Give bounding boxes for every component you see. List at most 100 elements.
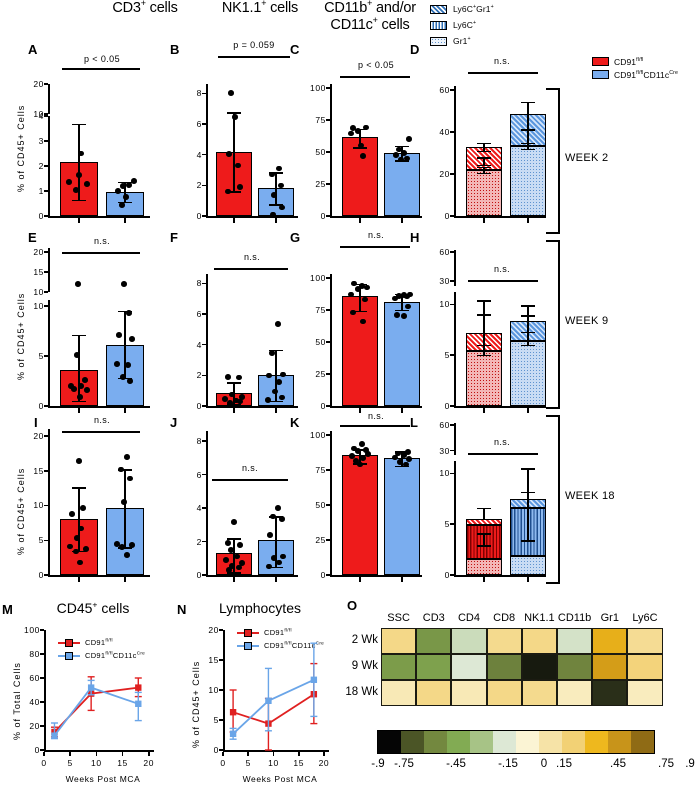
y-tick-label: 0 <box>196 401 202 411</box>
y-tick <box>44 165 48 167</box>
error-bar-segment <box>527 491 529 541</box>
line-legend-marker-1 <box>58 651 80 661</box>
error-bar-segment <box>483 533 485 546</box>
y-tick-label: 2 <box>38 161 44 171</box>
heatmap-col-label-1: CD3 <box>422 612 445 624</box>
data-point <box>126 310 132 316</box>
data-point <box>404 155 410 162</box>
panel-M: M CD45+ cells 0 20 40 60 80 100 0 5 10 15 20 Weeks Po… <box>0 600 180 807</box>
y-tick-label: 0 <box>38 401 44 411</box>
y-tick <box>326 277 330 279</box>
data-point <box>236 374 242 381</box>
column-title-nk11: NK1.1+ cells <box>185 0 335 16</box>
y-tick-label: 4 <box>196 503 202 514</box>
data-point <box>78 150 84 157</box>
x-tick <box>275 218 277 223</box>
error-cap-bottom <box>118 201 132 203</box>
data-point <box>229 562 235 569</box>
y-tick-label: 2 <box>196 370 202 381</box>
x-tick <box>483 577 485 582</box>
data-point <box>359 441 365 448</box>
colorbar-swatch-10 <box>608 731 631 753</box>
significance-line <box>340 246 410 248</box>
y-tick <box>44 539 48 542</box>
colorbar-swatch-3 <box>447 731 470 753</box>
significance-label-H: n.s. <box>493 264 511 274</box>
pattern-legend: Ly6C+Gr1+ Ly6C+ Gr1+ <box>430 1 494 49</box>
error-cap-s1-bot <box>477 173 491 175</box>
week-label-9: WEEK 9 <box>565 315 609 327</box>
data-point <box>121 281 127 287</box>
y-tick-label: 75 <box>315 114 326 125</box>
column-title-nk11-text: NK1.1+ cells <box>221 0 299 16</box>
error-bar-total <box>483 507 485 519</box>
significance-label-L: n.s. <box>493 437 511 447</box>
y-axis-line <box>223 630 225 750</box>
error-cap-bottom <box>395 465 409 468</box>
data-point <box>236 564 242 571</box>
error-cap-bottom <box>227 191 241 193</box>
heatmap-row-label-0: 2 Wk <box>351 634 378 646</box>
data-point <box>349 453 355 459</box>
y-tick-label-upper: 30 <box>439 445 450 456</box>
error-cap-seg-bottom <box>477 164 491 167</box>
group-legend-label-0: CD91fl/fl <box>614 56 644 67</box>
y-tick-label: 4 <box>196 149 202 160</box>
y-tick-label: 0 <box>38 211 44 221</box>
legend-swatch-knockout <box>592 70 609 79</box>
significance-line <box>218 56 290 58</box>
y-tick <box>44 190 48 192</box>
data-point <box>84 387 90 393</box>
line-legend-item-0: CD91fl/fl <box>237 626 324 639</box>
data-point <box>360 152 366 159</box>
data-point <box>237 542 243 548</box>
error-cap-top <box>72 124 86 126</box>
y-tick <box>450 354 454 356</box>
data-point <box>126 181 132 188</box>
y-tick-label: 0 <box>38 570 44 580</box>
x-tick-label: 0 <box>220 758 226 768</box>
data-point <box>397 458 403 465</box>
panel-G: G 0 25 50 75 100 n.s. <box>290 230 422 420</box>
week-bracket-18 <box>546 415 560 584</box>
data-point <box>119 201 125 208</box>
heatmap-col-label-7: Ly6C <box>632 612 658 624</box>
heatmap-col-label-3: CD8 <box>493 612 516 624</box>
data-point <box>270 513 276 520</box>
data-point <box>360 318 366 325</box>
week-bracket-9 <box>546 240 560 409</box>
y-tick-label: 10 <box>33 500 44 511</box>
x-tick <box>297 752 300 756</box>
y-tick-label-upper: 60 <box>439 419 450 430</box>
panel-A: A 0 1 2 3 4 10 20 % of CD45+ Cells p < 0.05 <box>0 40 170 230</box>
x-tick-label: 0 <box>41 758 47 768</box>
x-tick-label: 10 <box>268 758 279 768</box>
line-legend-item-1: CD91fl/flCD11cCre <box>58 649 145 662</box>
significance-line <box>468 280 538 282</box>
x-tick <box>233 408 235 413</box>
panel-label-H: H <box>410 230 420 245</box>
column-title-cd3: CD3+ cells <box>70 0 220 16</box>
y-tick-upper <box>44 251 48 253</box>
y-tick-label: 0 <box>320 570 326 580</box>
x-tick <box>78 218 80 223</box>
heatmap-col-label-0: SSC <box>387 612 410 624</box>
x-tick <box>124 218 126 223</box>
heatmap-cell-0-5 <box>557 628 593 654</box>
error-cap-bottom <box>477 519 491 521</box>
y-tick-label: 75 <box>315 304 326 315</box>
error-cap-seg-bottom <box>477 545 491 547</box>
error-cap-top <box>72 335 86 337</box>
x-tick-label: 5 <box>245 758 251 768</box>
data-point <box>392 295 398 302</box>
error-cap-bottom <box>353 147 367 149</box>
y-tick <box>202 282 206 284</box>
data-point <box>275 505 281 511</box>
x-axis-line <box>454 406 546 408</box>
heatmap-cell-2-6 <box>592 680 628 706</box>
line-series-M <box>50 676 142 740</box>
data-point <box>227 400 233 406</box>
heatmap-col-label-5: CD11b <box>557 612 592 624</box>
heatmap-cell-0-3 <box>486 628 522 654</box>
y-tick <box>219 689 223 691</box>
